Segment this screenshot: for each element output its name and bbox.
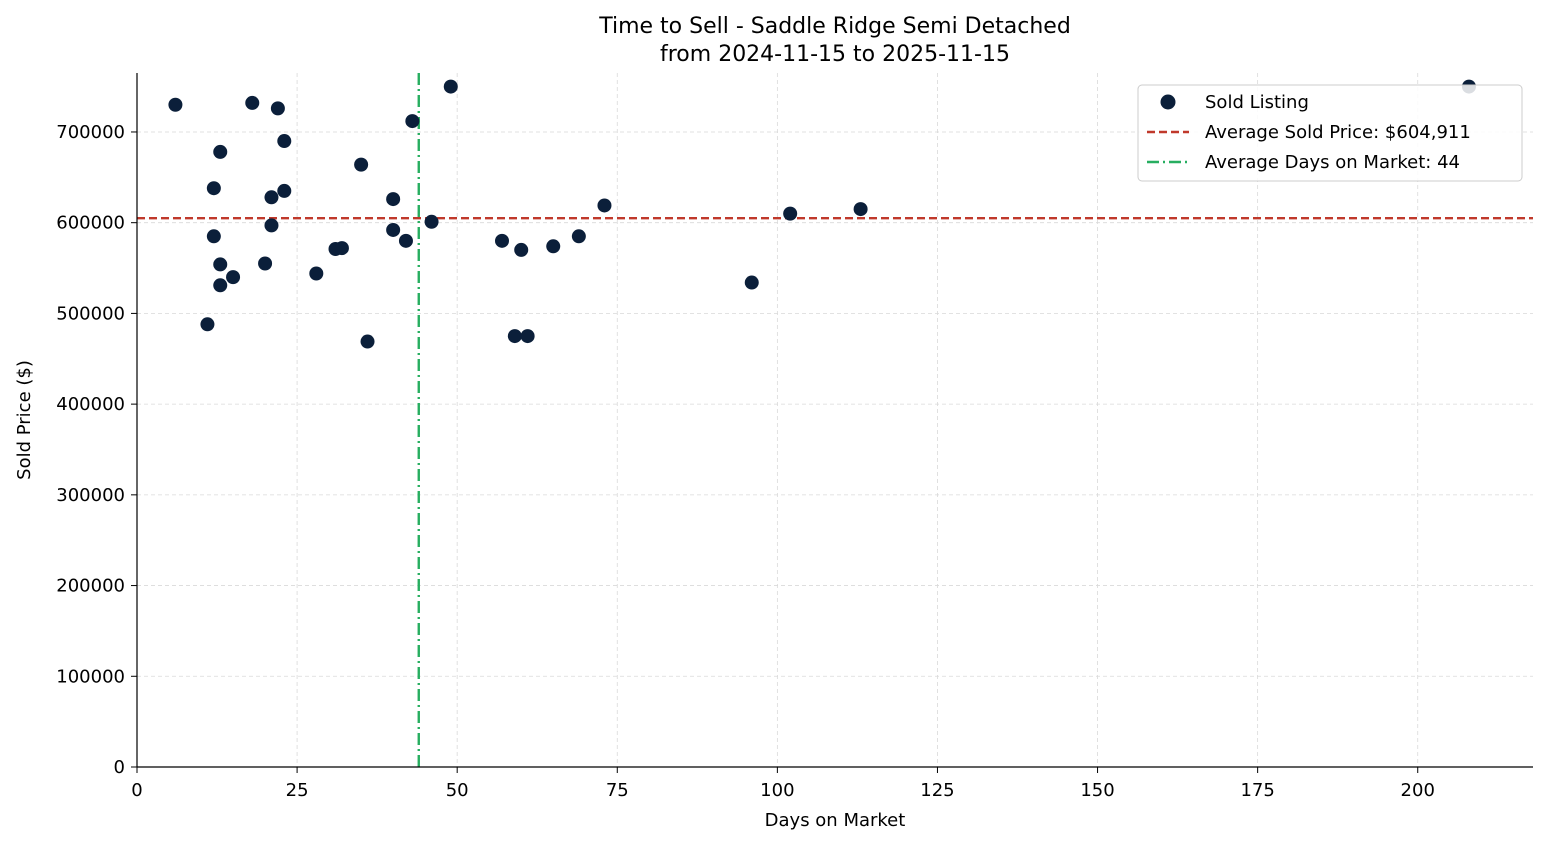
data-point [360, 334, 375, 349]
data-point [597, 198, 612, 213]
data-point [213, 144, 228, 159]
y-tick-label: 500000 [56, 303, 125, 324]
data-point [744, 275, 759, 290]
data-point [264, 190, 279, 205]
data-point [213, 278, 228, 293]
data-point [495, 233, 510, 248]
data-point [405, 114, 420, 129]
data-point [245, 95, 260, 110]
data-point [398, 233, 413, 248]
legend-label-average-price: Average Sold Price: $604,911 [1205, 122, 1471, 143]
data-point [200, 317, 215, 332]
data-point [258, 256, 273, 271]
data-point [309, 266, 324, 281]
x-tick-label: 200 [1401, 780, 1435, 801]
data-point [168, 97, 183, 112]
x-tick-label: 25 [286, 780, 309, 801]
ticks: 0 25 50 75 100 125 150 175 200 0 100000 200000 30000… [56, 122, 1435, 801]
y-axis-label: Sold Price ($) [14, 360, 35, 480]
data-point [424, 214, 439, 229]
data-point [507, 329, 522, 344]
y-tick-label: 200000 [56, 576, 125, 597]
x-tick-label: 50 [446, 780, 469, 801]
x-axis-label: Days on Market [765, 810, 906, 831]
y-tick-label: 600000 [56, 213, 125, 234]
data-point [354, 157, 369, 172]
y-tick-label: 400000 [56, 394, 125, 415]
data-point [206, 229, 221, 244]
x-tick-label: 125 [920, 780, 954, 801]
data-point [334, 241, 349, 256]
x-tick-label: 150 [1080, 780, 1114, 801]
legend-label-average-days: Average Days on Market: 44 [1205, 152, 1460, 173]
data-point [514, 242, 529, 257]
data-point [546, 239, 561, 254]
reference-lines [137, 73, 1533, 767]
legend: Sold Listing Average Sold Price: $604,91… [1137, 84, 1523, 182]
axes [136, 73, 1533, 768]
data-point [571, 229, 586, 244]
data-point [270, 101, 285, 116]
data-point [277, 134, 292, 149]
chart-title-line2: from 2024-11-15 to 2025-11-15 [660, 42, 1010, 67]
legend-label-sold-listing: Sold Listing [1205, 92, 1309, 113]
data-point [213, 257, 228, 272]
y-tick-label: 300000 [56, 485, 125, 506]
data-point [386, 192, 401, 207]
x-tick-label: 100 [760, 780, 794, 801]
x-tick-label: 75 [606, 780, 629, 801]
x-tick-label: 175 [1240, 780, 1274, 801]
data-point [264, 218, 279, 233]
data-point [443, 79, 458, 94]
data-point [853, 202, 868, 217]
y-tick-label: 100000 [56, 666, 125, 687]
x-tick-label: 0 [131, 780, 142, 801]
legend-box [1137, 84, 1523, 182]
y-tick-label: 700000 [56, 122, 125, 143]
data-point [520, 329, 535, 344]
data-point [226, 270, 241, 285]
legend-marker-sold-listing [1160, 94, 1176, 110]
data-point [783, 206, 798, 221]
data-point [386, 222, 401, 237]
chart-title-line1: Time to Sell - Saddle Ridge Semi Detache… [598, 14, 1071, 39]
data-point [277, 183, 292, 198]
y-tick-label: 0 [114, 757, 125, 778]
data-point [206, 181, 221, 196]
